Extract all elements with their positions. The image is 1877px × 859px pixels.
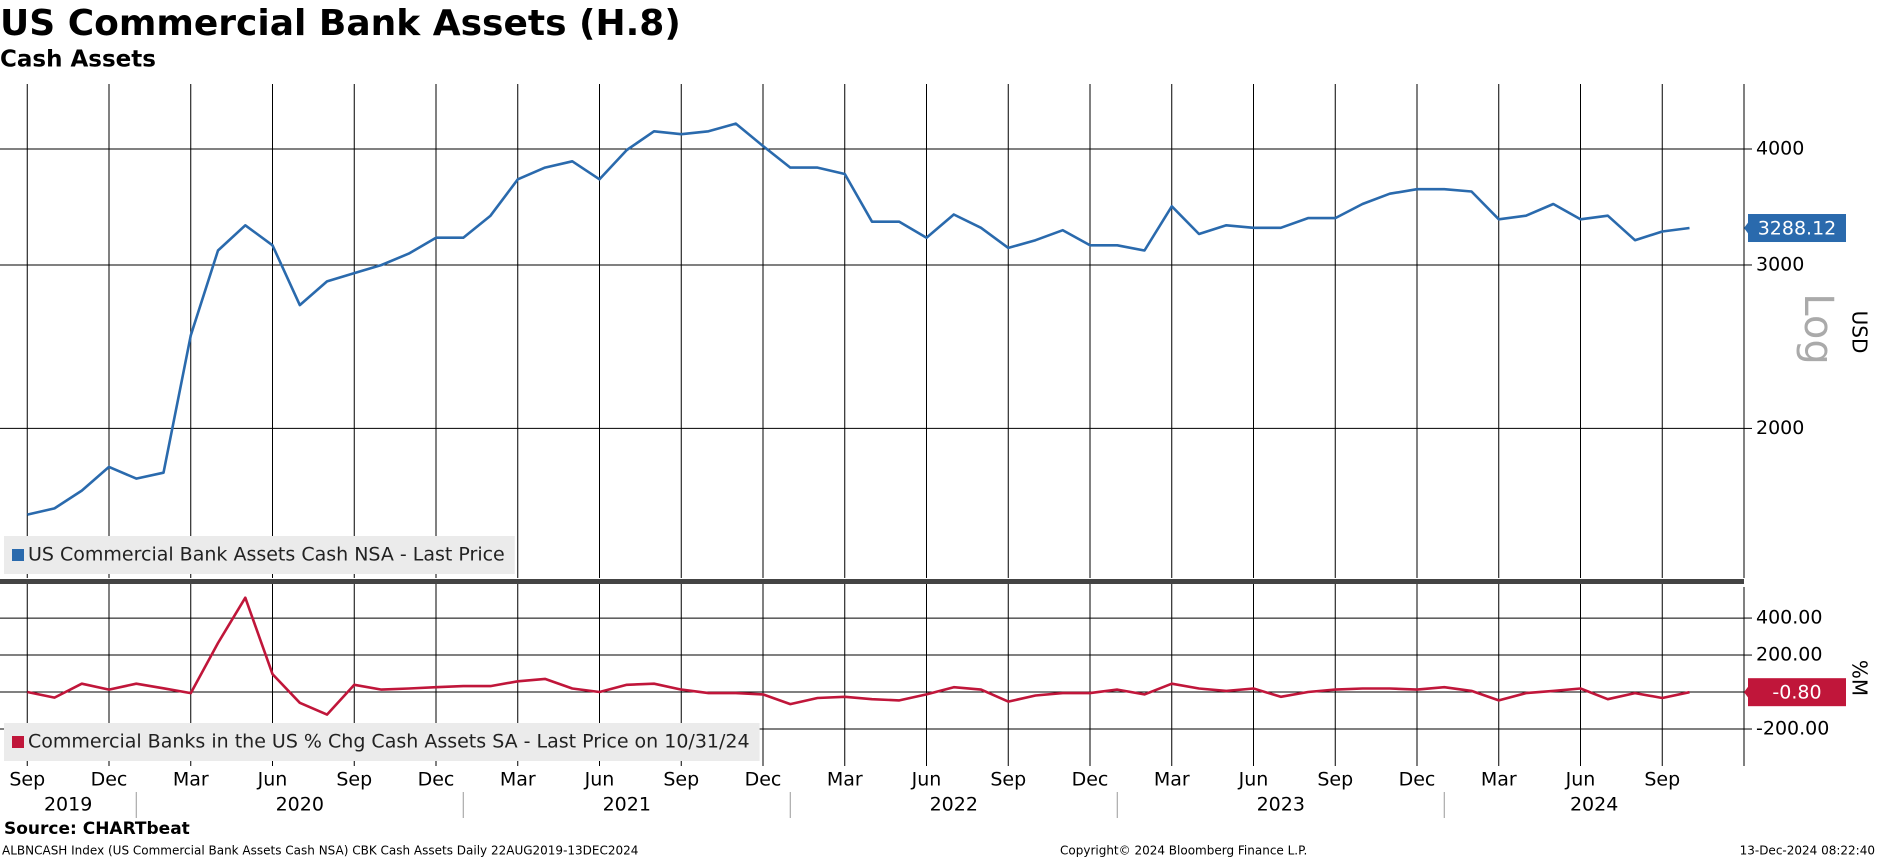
chart-subtitle: Cash Assets [0,47,156,73]
x-tick-label: Dec [91,769,128,791]
y-axis-label: %M [1848,660,1872,696]
legend-background [4,723,760,761]
x-year-label: 2020 [276,794,324,816]
x-tick-label: Dec [418,769,455,791]
x-tick-label: Jun [584,769,615,791]
x-tick-label: Mar [1154,769,1190,791]
x-year-label: 2022 [930,794,978,816]
y-tick-label: 2000 [1756,417,1804,439]
x-tick-label: Mar [827,769,863,791]
last-value-label: 3288.12 [1758,218,1837,240]
legend-label: Commercial Banks in the US % Chg Cash As… [28,731,750,753]
legend-swatch [12,549,24,561]
scale-label: Log [1795,293,1841,364]
footer-center: Copyright© 2024 Bloomberg Finance L.P. [1060,844,1307,858]
x-tick-label: Sep [990,769,1026,791]
footer-right: 13-Dec-2024 08:22:40 [1740,844,1875,858]
x-tick-label: Jun [911,769,942,791]
x-tick-label: Jun [1238,769,1269,791]
x-year-label: 2019 [44,794,92,816]
legend: Commercial Banks in the US % Chg Cash As… [4,723,760,761]
x-tick-label: Dec [1072,769,1109,791]
source: Source: CHARTbeat [4,819,190,839]
footer-left: ALBNCASH Index (US Commercial Bank Asset… [2,844,638,858]
last-value-box [1748,214,1846,243]
series-line [27,122,1690,516]
last-value-pointer [1744,220,1750,237]
x-tick-label: Dec [1399,769,1436,791]
y-tick-label: 3000 [1756,253,1804,275]
legend: US Commercial Bank Assets Cash NSA - Las… [4,536,515,574]
chart-title: US Commercial Bank Assets (H.8) [0,3,681,44]
last-value-box [1748,678,1846,707]
legend-label: US Commercial Bank Assets Cash NSA - Las… [28,544,505,566]
y-tick-label: 200.00 [1756,644,1822,666]
x-tick-label: Sep [663,769,699,791]
x-tick-label: Jun [257,769,288,791]
x-tick-label: Sep [1644,769,1680,791]
x-year-label: 2024 [1570,794,1618,816]
x-tick-label: Sep [1317,769,1353,791]
x-tick-label: Sep [9,769,45,791]
panel-divider [0,579,1744,584]
x-tick-label: Mar [173,769,209,791]
x-tick-label: Mar [500,769,536,791]
y-tick-label: 400.00 [1756,607,1822,629]
y-axis-label: USD [1848,311,1872,354]
legend-swatch [12,736,24,748]
x-year-label: 2021 [603,794,651,816]
x-tick-label: Jun [1565,769,1596,791]
last-value-label: -0.80 [1772,682,1821,704]
series-line [27,596,1690,716]
y-tick-label: 4000 [1756,138,1804,160]
x-tick-label: Sep [336,769,372,791]
x-year-label: 2023 [1257,794,1305,816]
legend-background [4,536,515,574]
x-tick-label: Dec [745,769,782,791]
last-value-pointer [1744,684,1750,701]
y-tick-label: -200.00 [1756,718,1829,740]
x-tick-label: Mar [1481,769,1517,791]
